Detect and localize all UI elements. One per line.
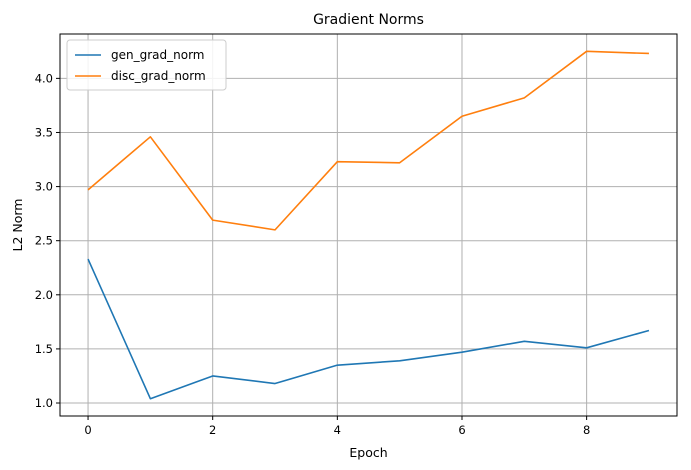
y-axis-label: L2 Norm	[10, 199, 25, 252]
x-tick-label: 8	[583, 423, 590, 437]
grid	[60, 34, 677, 416]
y-tick-label: 1.0	[35, 396, 53, 410]
y-tick-label: 1.5	[35, 342, 53, 356]
x-tick-label: 4	[334, 423, 341, 437]
x-tick-label: 2	[209, 423, 216, 437]
legend-box	[66, 39, 227, 91]
x-tick-label: 0	[84, 423, 91, 437]
y-tick-label: 3.5	[35, 125, 53, 139]
legend: gen_grad_norm disc_grad_norm	[66, 39, 227, 91]
ticks: 0 2 4 6 8 1.0 1.5 2.0 2.5 3.0 3.5 4.0	[35, 71, 591, 437]
legend-label: gen_grad_norm	[111, 48, 205, 62]
series-line-gen_grad_norm	[87, 258, 650, 400]
chart-title: Gradient Norms	[313, 12, 424, 28]
x-tick-label: 6	[458, 423, 465, 437]
plot-frame	[59, 33, 678, 417]
series-line-disc_grad_norm	[87, 50, 649, 231]
y-tick-label: 2.0	[35, 288, 53, 302]
y-tick-label: 2.5	[35, 234, 53, 248]
y-tick-label: 4.0	[35, 71, 53, 85]
x-axis-label: Epoch	[349, 445, 387, 460]
series-layer	[87, 50, 650, 400]
y-tick-label: 3.0	[35, 180, 53, 194]
legend-label: disc_grad_norm	[111, 69, 206, 83]
